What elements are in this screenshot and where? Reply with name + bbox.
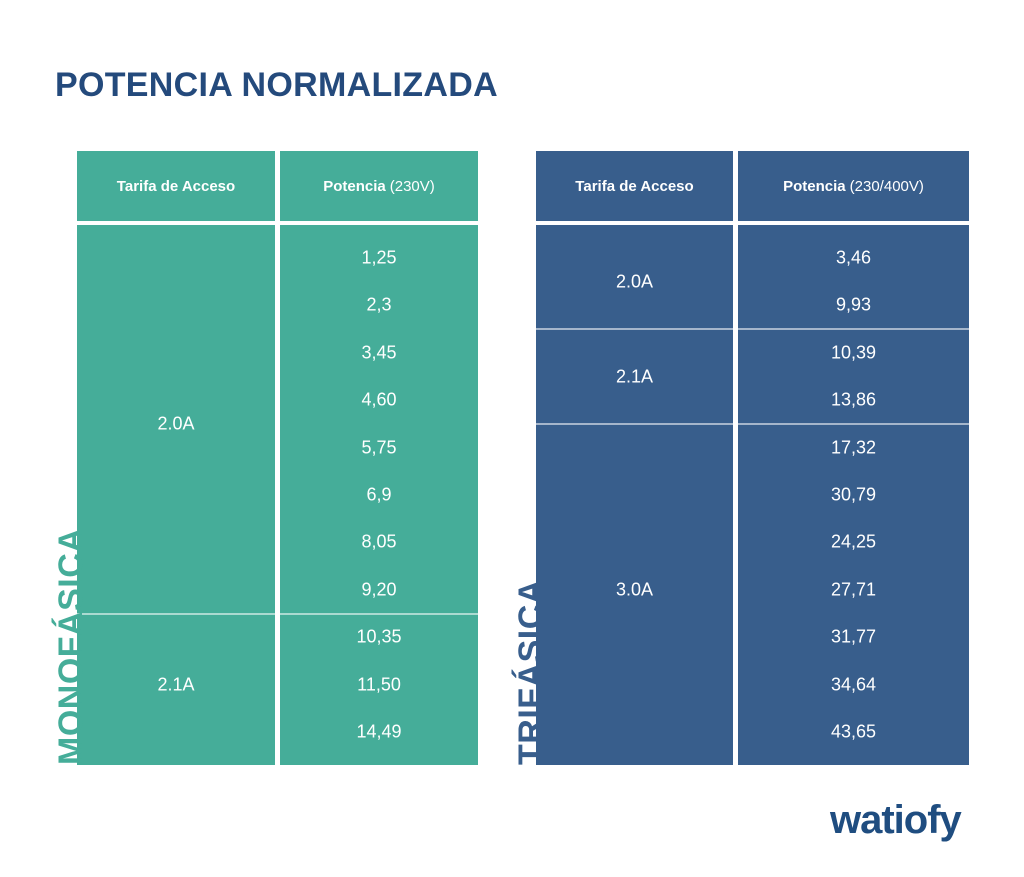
group-separator <box>280 612 478 615</box>
tarifa-column: 2.0A 2.1A 3.0A <box>536 225 733 765</box>
tarifa-value: 2.1A <box>615 366 654 386</box>
potencia-value: 5,75 <box>361 437 397 458</box>
group-separator <box>536 328 733 331</box>
tarifa-column: 2.0A 2.1A <box>77 225 275 765</box>
potencia-value: 13,86 <box>830 389 877 410</box>
potencia-value: 14,49 <box>356 721 402 742</box>
header-potencia: Potencia (230V) <box>280 151 478 221</box>
potencia-column: 3,46 9,93 10,39 13,86 17,32 30,79 24,25 27,71 31… <box>738 225 969 765</box>
monofasica-table: Tarifa de Acceso Potencia (230V) 2.0A 2.1A 1,… <box>77 151 478 765</box>
potencia-value: 24,25 <box>830 531 877 552</box>
tarifa-value: 2.0A <box>615 271 654 292</box>
tarifa-value: 3.0A <box>615 579 654 600</box>
potencia-value: 3,46 <box>835 247 872 268</box>
header-tarifa-label: Tarifa de Acceso <box>116 177 236 195</box>
header-voltage: (230/400V) <box>849 177 924 195</box>
potencia-value: 31,77 <box>830 626 877 647</box>
header-tarifa-label: Tarifa de Acceso <box>575 177 694 195</box>
potencia-value: 10,39 <box>830 342 877 363</box>
potencia-value: 3,45 <box>361 342 397 363</box>
potencia-value: 1,25 <box>361 247 397 268</box>
potencia-value: 4,60 <box>361 389 397 410</box>
potencia-value: 27,71 <box>830 579 877 600</box>
trifasica-label: TRIFÁSICA <box>512 579 550 765</box>
trifasica-table: Tarifa de Acceso Potencia (230/400V) 2.0A 2.… <box>536 151 971 765</box>
potencia-value: 9,20 <box>361 579 397 600</box>
group-separator <box>738 422 969 425</box>
group-separator <box>738 328 969 331</box>
potencia-value: 8,05 <box>361 531 397 552</box>
logo-text: watiofy <box>830 797 962 842</box>
page-title: POTENCIA NORMALIZADA <box>55 66 498 104</box>
potencia-value: 34,64 <box>830 674 877 695</box>
potencia-value: 11,50 <box>357 674 401 695</box>
potencia-column: 1,25 2,3 3,45 4,60 5,75 6,9 8,05 9,20 10,35 11,50… <box>280 225 478 765</box>
header-potencia: Potencia (230/400V) <box>738 151 969 221</box>
monofasica-label: MONOFÁSICA <box>52 527 90 765</box>
header-tarifa: Tarifa de Acceso <box>536 151 733 221</box>
header-tarifa: Tarifa de Acceso <box>77 151 275 221</box>
potencia-value: 43,65 <box>830 721 877 742</box>
header-voltage: (230V) <box>389 177 435 195</box>
group-separator <box>77 612 275 615</box>
potencia-value: 10,35 <box>356 626 402 647</box>
potencia-value: 6,9 <box>366 484 392 505</box>
potencia-value: 30,79 <box>830 484 877 505</box>
group-separator <box>536 422 733 425</box>
header-potencia-label: Potencia <box>323 177 386 195</box>
tarifa-value: 2.0A <box>157 413 195 434</box>
potencia-value: 2,3 <box>366 294 392 315</box>
potencia-value: 17,32 <box>830 437 877 458</box>
watiofy-logo: watiofy <box>830 790 980 850</box>
potencia-value: 9,93 <box>835 294 872 315</box>
header-potencia-label: Potencia <box>783 177 846 195</box>
tarifa-value: 2.1A <box>157 674 195 695</box>
